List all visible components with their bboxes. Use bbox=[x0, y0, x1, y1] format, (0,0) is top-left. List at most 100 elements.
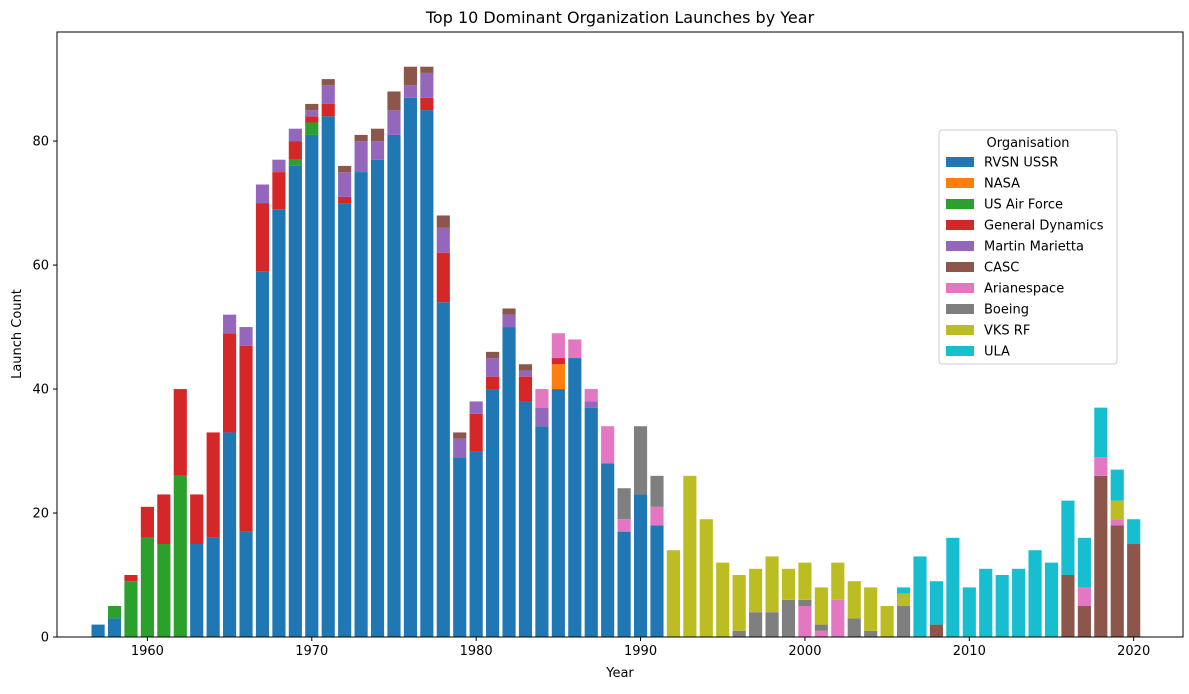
bar-boeing-2004 bbox=[864, 630, 878, 637]
bar-boeing-1997 bbox=[749, 612, 763, 637]
bar-general-dynamics-1965 bbox=[223, 333, 237, 433]
chart-title: Top 10 Dominant Organization Launches by… bbox=[425, 8, 815, 27]
x-tick-label: 2020 bbox=[1117, 644, 1150, 659]
bar-vks-rf-2003 bbox=[847, 581, 861, 619]
bar-martin-marietta-1969 bbox=[288, 128, 302, 142]
bar-boeing-1991 bbox=[650, 475, 664, 507]
bar-general-dynamics-1962 bbox=[173, 389, 187, 476]
bar-vks-rf-1998 bbox=[765, 556, 779, 613]
bar-rvsn-ussr-1987 bbox=[584, 407, 598, 637]
bar-ula-2016 bbox=[1061, 500, 1075, 576]
bar-arianespace-1989 bbox=[617, 519, 631, 532]
bar-arianespace-2002 bbox=[831, 599, 845, 637]
bar-rvsn-ussr-1986 bbox=[568, 358, 582, 637]
bar-arianespace-1985 bbox=[551, 333, 565, 359]
bar-martin-marietta-1971 bbox=[321, 85, 335, 104]
bar-boeing-2006 bbox=[896, 606, 911, 637]
x-tick-label: 1960 bbox=[131, 644, 164, 659]
x-axis-label: Year bbox=[605, 666, 634, 681]
bar-martin-marietta-1967 bbox=[255, 184, 270, 204]
legend-label-vks-rf: VKS RF bbox=[984, 324, 1030, 339]
bar-martin-marietta-1972 bbox=[338, 172, 352, 197]
bar-martin-marietta-1980 bbox=[469, 401, 483, 414]
x-tick-label: 1990 bbox=[624, 644, 657, 659]
plot-frame bbox=[56, 31, 1184, 638]
bar-boeing-2003 bbox=[847, 618, 861, 637]
legend-label-casc: CASC bbox=[984, 261, 1019, 276]
bar-rvsn-ussr-1991 bbox=[650, 525, 664, 637]
bar-martin-marietta-1984 bbox=[535, 407, 549, 427]
legend-label-nasa: NASA bbox=[984, 177, 1020, 192]
legend-swatch-general-dynamics bbox=[946, 220, 974, 230]
bar-ula-2014 bbox=[1028, 550, 1042, 637]
bar-us-air-force-1959 bbox=[124, 581, 138, 637]
bar-rvsn-ussr-1984 bbox=[535, 426, 549, 637]
bar-rvsn-ussr-1985 bbox=[551, 389, 565, 637]
bar-boeing-1989 bbox=[617, 488, 631, 520]
bar-general-dynamics-1967 bbox=[255, 203, 270, 272]
bar-ula-2017 bbox=[1077, 537, 1091, 588]
bar-arianespace-2001 bbox=[814, 630, 828, 637]
bar-general-dynamics-1978 bbox=[436, 252, 450, 303]
bar-martin-marietta-1979 bbox=[453, 438, 467, 458]
bar-casc-1971 bbox=[321, 79, 335, 86]
legend-box bbox=[938, 129, 1118, 365]
bar-vks-rf-2004 bbox=[864, 587, 878, 631]
bar-nasa-1985 bbox=[551, 364, 565, 390]
legend-swatch-nasa bbox=[946, 178, 974, 188]
bar-general-dynamics-1969 bbox=[288, 141, 302, 160]
bar-vks-rf-1993 bbox=[683, 475, 697, 637]
bar-vks-rf-1992 bbox=[666, 550, 680, 637]
bar-casc-1970 bbox=[305, 103, 319, 111]
bar-vks-rf-2019 bbox=[1110, 500, 1124, 520]
bar-casc-1982 bbox=[502, 308, 516, 315]
bar-rvsn-ussr-1989 bbox=[617, 531, 631, 637]
bar-arianespace-2017 bbox=[1077, 587, 1091, 607]
bar-general-dynamics-1961 bbox=[157, 494, 171, 545]
legend-label-boeing: Boeing bbox=[984, 303, 1029, 318]
bar-general-dynamics-1983 bbox=[518, 376, 533, 402]
bar-arianespace-1984 bbox=[535, 389, 549, 408]
bar-martin-marietta-1978 bbox=[436, 227, 450, 253]
bar-martin-marietta-1974 bbox=[370, 141, 385, 160]
bar-rvsn-ussr-1965 bbox=[223, 432, 237, 637]
bar-arianespace-2018 bbox=[1094, 457, 1108, 476]
bar-arianespace-1986 bbox=[568, 339, 582, 359]
bar-rvsn-ussr-1983 bbox=[518, 401, 533, 637]
y-tick-label: 60 bbox=[32, 259, 49, 274]
bar-casc-1975 bbox=[387, 91, 401, 111]
bar-ula-2009 bbox=[946, 537, 960, 637]
bar-casc-1976 bbox=[403, 66, 417, 86]
bar-rvsn-ussr-1963 bbox=[190, 544, 204, 637]
bar-ula-2013 bbox=[1012, 568, 1026, 637]
bar-ula-2011 bbox=[979, 568, 993, 637]
bar-vks-rf-1994 bbox=[699, 519, 713, 637]
bar-martin-marietta-1977 bbox=[420, 72, 434, 98]
bar-general-dynamics-1977 bbox=[420, 97, 434, 111]
bar-casc-1983 bbox=[518, 364, 533, 371]
bar-boeing-2000 bbox=[798, 599, 812, 607]
bar-ula-2015 bbox=[1044, 562, 1059, 637]
bar-rvsn-ussr-1967 bbox=[255, 271, 270, 637]
bar-boeing-1999 bbox=[781, 599, 796, 637]
bar-rvsn-ussr-1988 bbox=[601, 463, 615, 637]
bar-casc-1979 bbox=[453, 432, 467, 439]
bar-rvsn-ussr-1982 bbox=[502, 327, 516, 637]
x-tick-label: 2000 bbox=[788, 644, 821, 659]
bar-us-air-force-1961 bbox=[157, 544, 171, 637]
bar-vks-rf-1999 bbox=[781, 568, 796, 600]
legend-label-rvsn-ussr: RVSN USSR bbox=[984, 156, 1058, 171]
bar-ula-2018 bbox=[1094, 407, 1108, 458]
legend-swatch-casc bbox=[946, 262, 974, 272]
bar-ula-2012 bbox=[995, 575, 1009, 637]
bar-rvsn-ussr-1978 bbox=[436, 302, 450, 637]
bar-martin-marietta-1970 bbox=[305, 110, 319, 117]
bar-general-dynamics-1968 bbox=[272, 172, 286, 210]
bar-rvsn-ussr-1968 bbox=[272, 209, 286, 637]
bar-arianespace-2019 bbox=[1110, 519, 1124, 526]
y-axis: 0 20 40 60 80 bbox=[32, 135, 57, 646]
bar-boeing-1998 bbox=[765, 612, 779, 637]
bar-rvsn-ussr-1974 bbox=[370, 159, 385, 637]
